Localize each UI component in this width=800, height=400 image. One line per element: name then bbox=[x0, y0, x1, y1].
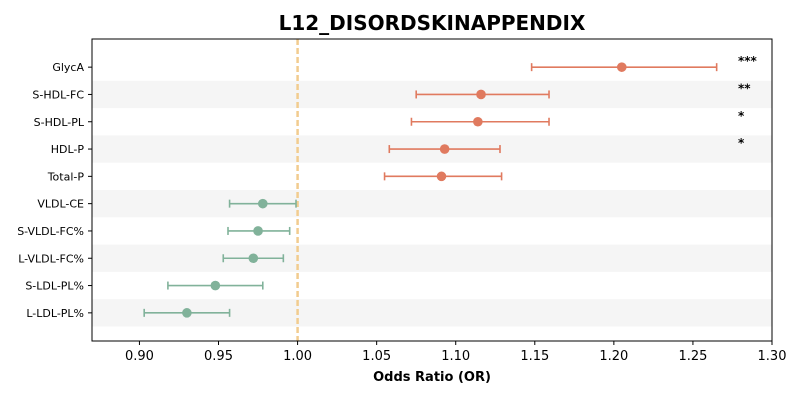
x-tick-label: 0.90 bbox=[125, 349, 154, 364]
x-tick-label: 1.10 bbox=[441, 349, 470, 364]
x-tick-label: 1.20 bbox=[599, 349, 628, 364]
estimate-point bbox=[473, 116, 483, 127]
significance-label: *** bbox=[738, 54, 758, 68]
y-tick-label: VLDL-CE bbox=[37, 198, 84, 211]
significance-label: * bbox=[738, 136, 745, 150]
estimate-point bbox=[439, 144, 450, 154]
significance-label: ** bbox=[738, 81, 751, 95]
x-axis-label: Odds Ratio (OR) bbox=[373, 370, 491, 385]
y-tick-label: HDL-P bbox=[51, 143, 85, 156]
estimate-point bbox=[253, 226, 263, 236]
estimate-marks bbox=[143, 62, 718, 318]
y-tick-label: GlycA bbox=[52, 61, 84, 74]
y-tick-label: S-VLDL-FC% bbox=[17, 225, 84, 238]
y-tick-labels: GlycA S-HDL-FC S-HDL-PL HDL-P Total-P VLDL-CE… bbox=[17, 61, 92, 320]
x-tick-label: 1.30 bbox=[758, 349, 787, 364]
row-band bbox=[92, 190, 772, 218]
estimate-point bbox=[257, 198, 268, 209]
y-tick-label: S-LDL-PL% bbox=[25, 280, 84, 293]
x-axis: 0.90 0.95 1.00 1.05 1.10 1.15 1.20 1.25 1.30 bbox=[125, 341, 787, 364]
estimate-point bbox=[436, 171, 447, 182]
y-tick-label: L-VLDL-FC% bbox=[18, 252, 84, 265]
significance-labels: ******* bbox=[738, 54, 758, 150]
plot-frame bbox=[91, 38, 773, 342]
y-tick-label: S-HDL-PL bbox=[34, 116, 85, 129]
significance-label: * bbox=[738, 109, 745, 123]
x-tick-label: 1.15 bbox=[520, 349, 549, 364]
x-tick-label: 1.25 bbox=[678, 349, 707, 364]
x-tick-label: 1.00 bbox=[283, 349, 312, 364]
y-tick-label: L-LDL-PL% bbox=[26, 307, 84, 320]
estimate-point bbox=[248, 253, 259, 264]
row-band bbox=[92, 244, 772, 272]
x-tick-label: 1.05 bbox=[362, 349, 391, 364]
estimate-point bbox=[210, 280, 221, 291]
y-tick-label: Total-P bbox=[47, 170, 85, 183]
chart-title: L12_DISORDSKINAPPENDIX bbox=[279, 11, 586, 35]
estimate-point bbox=[616, 62, 627, 72]
row-bands bbox=[92, 80, 772, 327]
estimate-point bbox=[476, 89, 486, 100]
y-tick-label: S-HDL-FC bbox=[32, 88, 84, 101]
x-tick-label: 0.95 bbox=[204, 349, 233, 364]
estimate-point bbox=[182, 308, 192, 318]
